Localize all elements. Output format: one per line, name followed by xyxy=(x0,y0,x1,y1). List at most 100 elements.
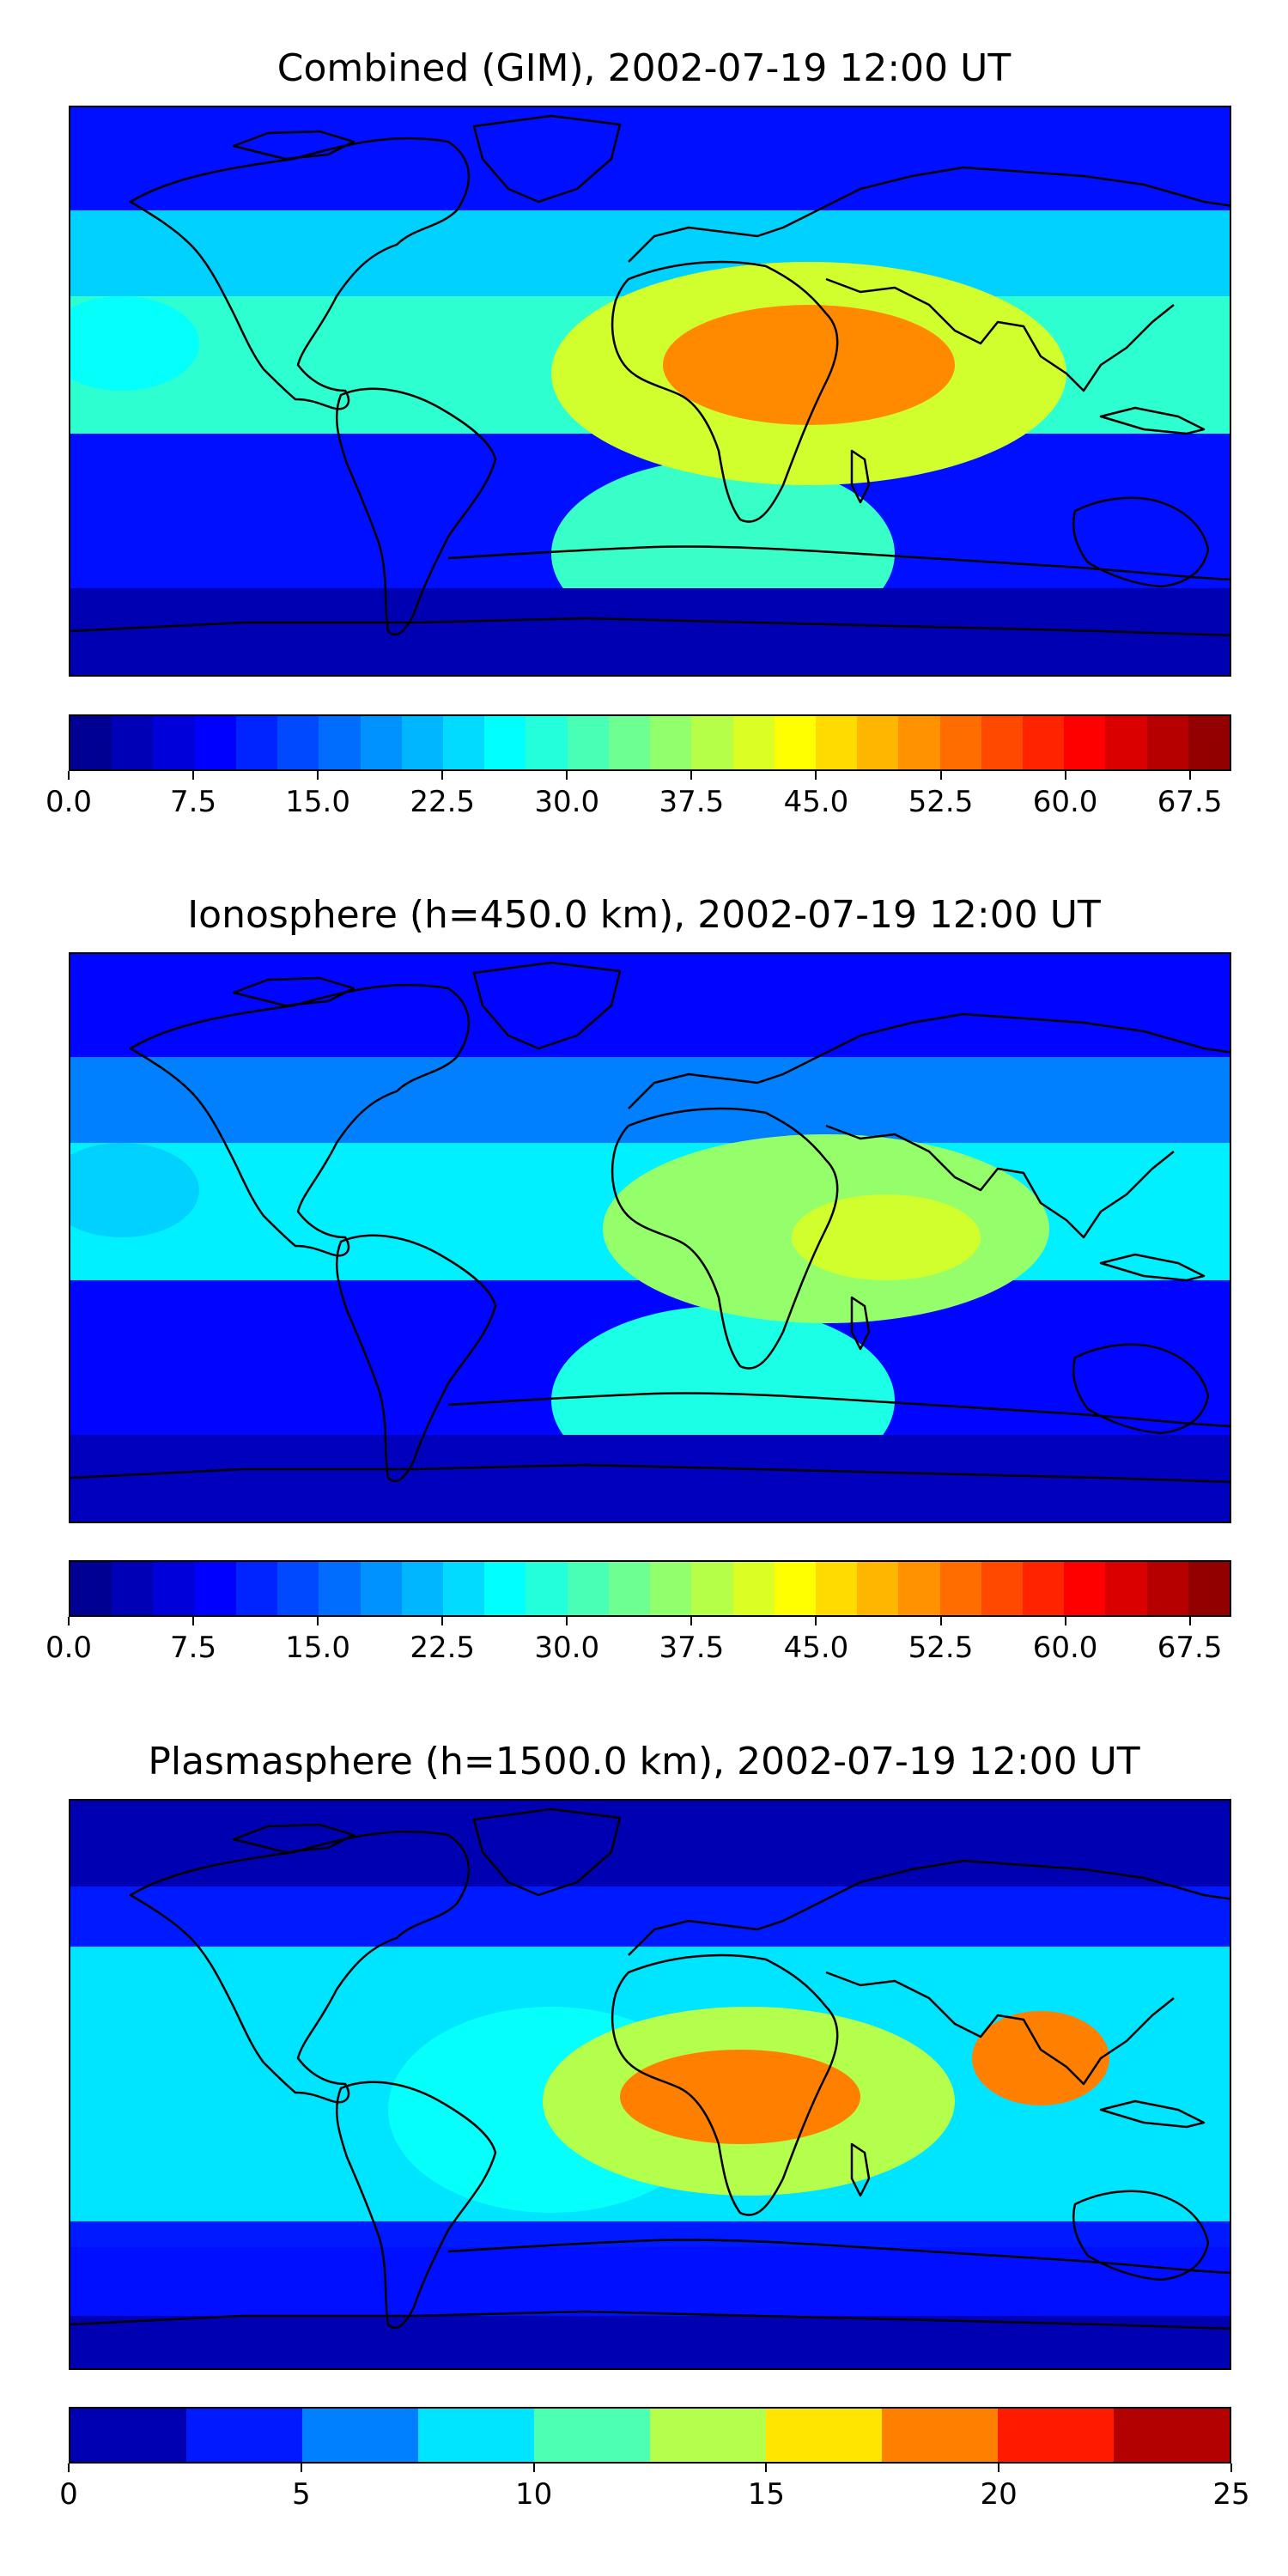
colorbar-segment xyxy=(1188,716,1230,769)
colorbar-segment xyxy=(302,2409,418,2462)
field-pacific-east-patch xyxy=(70,1143,199,1237)
colorbar-tick xyxy=(300,2464,302,2472)
colorbar-tick xyxy=(1064,1617,1066,1625)
colorbar-tick xyxy=(192,771,195,780)
coastline-segment xyxy=(1072,2190,1210,2281)
coastline-segment xyxy=(447,2239,1230,2275)
colorbar-segment xyxy=(534,2409,650,2462)
field-pacific-east-patch xyxy=(70,296,199,391)
colorbar-segment xyxy=(442,1562,485,1615)
colorbar-segment xyxy=(650,716,692,769)
coastline-segment xyxy=(129,983,471,1257)
colorbar-tick-label: 15 xyxy=(747,2477,786,2512)
colorbar-segment xyxy=(567,716,609,769)
coastline-segment xyxy=(447,1392,1230,1428)
coastline-segment xyxy=(232,1823,355,1854)
colorbar-segment xyxy=(319,716,361,769)
colorbar-segment xyxy=(360,1562,402,1615)
colorbar-tick xyxy=(317,1617,319,1625)
colorbar-segment xyxy=(567,1562,609,1615)
colorbar-tick xyxy=(566,1617,568,1625)
panel-1-colorbar xyxy=(69,714,1231,771)
colorbar-tick-label: 60.0 xyxy=(1032,785,1098,819)
field-southern-low xyxy=(70,1435,1230,1522)
colorbar-tick-label: 5 xyxy=(291,2477,311,2512)
coastline-segment xyxy=(628,166,1230,263)
colorbar-segment xyxy=(732,716,775,769)
field-southern-low xyxy=(70,2247,1230,2316)
colorbar-segment xyxy=(882,2409,998,2462)
colorbar-segment xyxy=(277,716,319,769)
colorbar-tick xyxy=(532,2464,535,2472)
colorbar-tick xyxy=(690,771,693,780)
colorbar-tick xyxy=(566,771,568,780)
colorbar-segment xyxy=(815,1562,858,1615)
colorbar-segment xyxy=(981,1562,1024,1615)
colorbar-segment xyxy=(939,716,981,769)
colorbar-tick-label: 52.5 xyxy=(908,785,974,819)
colorbar-tick xyxy=(441,771,444,780)
colorbar-segment xyxy=(442,716,485,769)
panel-2-title: Ionosphere (h=450.0 km), 2002-07-19 12:0… xyxy=(187,893,1101,937)
colorbar-segment xyxy=(898,716,940,769)
coastline-segment xyxy=(850,449,871,504)
coastline-segment xyxy=(335,387,497,636)
colorbar-tick-label: 67.5 xyxy=(1157,785,1223,819)
colorbar-segment xyxy=(153,716,195,769)
colorbar-segment xyxy=(1105,716,1147,769)
panel-3-coastlines xyxy=(70,1807,1230,2330)
colorbar-tick-label: 22.5 xyxy=(410,785,476,819)
coastline-segment xyxy=(472,114,622,204)
panel-2-colorbar-ticks: 0.0 7.5 15.0 22.5 30.0 37.5 45.0 52.5 60.0 67.5 xyxy=(46,1617,1231,1665)
colorbar-tick xyxy=(939,1617,942,1625)
colorbar-segment xyxy=(194,716,236,769)
coastline-segment xyxy=(1099,2099,1206,2129)
colorbar-segment xyxy=(857,1562,899,1615)
colorbar-tick xyxy=(1230,2464,1232,2472)
colorbar-tick-label: 22.5 xyxy=(410,1631,476,1665)
colorbar-segment xyxy=(1023,1562,1065,1615)
colorbar-tick xyxy=(815,771,817,780)
colorbar-tick xyxy=(815,1617,817,1625)
colorbar-tick-label: 52.5 xyxy=(908,1631,974,1665)
colorbar-tick xyxy=(1188,1617,1191,1625)
panel-2-map-svg xyxy=(70,954,1230,1522)
colorbar-tick-label: 45.0 xyxy=(783,1631,849,1665)
colorbar-segment xyxy=(608,716,651,769)
field-africa-peak xyxy=(792,1194,981,1280)
coastline-segment xyxy=(335,2081,497,2330)
colorbar-tick-label: 67.5 xyxy=(1157,1631,1223,1665)
panel-2-colorbar xyxy=(69,1560,1231,1617)
colorbar-segment xyxy=(70,1562,112,1615)
field-southern-low xyxy=(70,588,1230,675)
colorbar-segment xyxy=(815,716,858,769)
colorbar-tick-label: 0.0 xyxy=(45,785,93,819)
colorbar-segment xyxy=(1188,1562,1230,1615)
colorbar-tick-label: 20 xyxy=(980,2477,1018,2512)
colorbar-segment xyxy=(112,1562,154,1615)
panel-3-map-svg xyxy=(70,1801,1230,2368)
colorbar-segment xyxy=(1105,1562,1147,1615)
colorbar-tick-label: 7.5 xyxy=(170,1631,217,1665)
field-africa-peak xyxy=(620,2050,860,2144)
colorbar-segment xyxy=(526,716,568,769)
coastline-segment xyxy=(70,617,1230,637)
colorbar-tick-label: 15.0 xyxy=(285,1631,350,1665)
coastline-segment xyxy=(129,1830,471,2104)
coastline-segment xyxy=(850,2142,871,2197)
colorbar-tick xyxy=(1064,771,1066,780)
colorbar-segment xyxy=(774,716,816,769)
colorbar-tick-label: 10 xyxy=(514,2477,553,2512)
colorbar-segment xyxy=(766,2409,882,2462)
panel-1-map xyxy=(69,106,1231,677)
colorbar-segment xyxy=(898,1562,940,1615)
coastline-segment xyxy=(70,2310,1230,2330)
panel-1-coastlines xyxy=(70,114,1230,637)
coastline-segment xyxy=(1072,496,1210,588)
colorbar-segment xyxy=(857,716,899,769)
field-africa-peak xyxy=(663,305,955,425)
panel-2-coastlines xyxy=(70,961,1230,1484)
coastline-segment xyxy=(472,1807,622,1897)
field-se-asia-peak xyxy=(972,2011,1109,2105)
colorbar-segment xyxy=(484,1562,526,1615)
